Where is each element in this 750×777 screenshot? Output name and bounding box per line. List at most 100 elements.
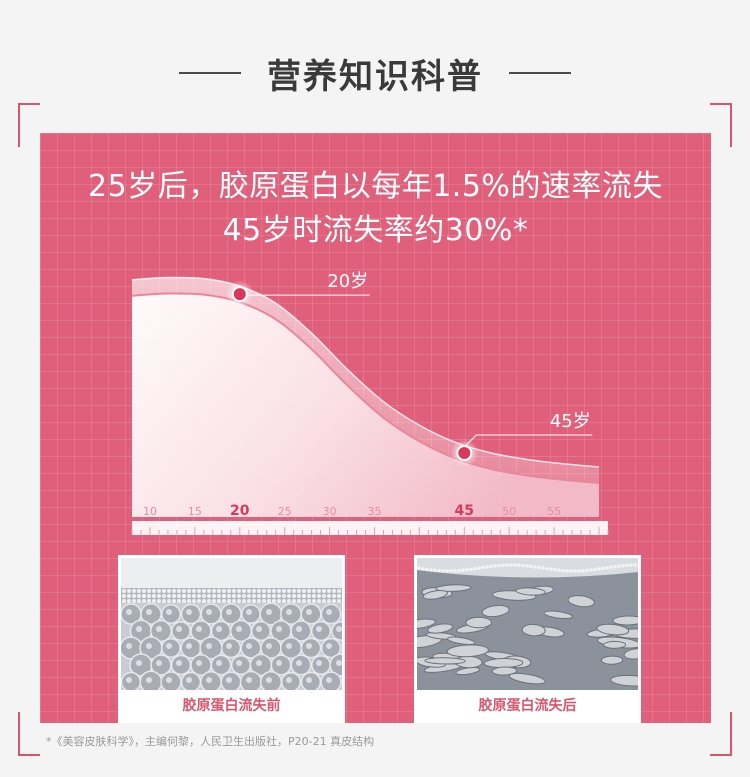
micrograph-granule xyxy=(312,589,316,593)
micrograph-surface xyxy=(121,558,342,588)
headline-line-2: 45岁时流失率约30%* xyxy=(222,213,529,248)
micrograph-granule xyxy=(337,589,341,593)
micrograph-granule xyxy=(187,589,191,593)
micrograph-granule xyxy=(469,567,473,572)
axis-tick-label: 50 xyxy=(502,505,516,518)
marker-dot xyxy=(456,445,473,462)
micrograph-granule xyxy=(322,594,326,598)
micrograph-cell-highlight xyxy=(176,626,182,632)
micrograph-granule xyxy=(573,569,577,573)
micrograph-granule xyxy=(561,568,565,573)
micrograph-granule xyxy=(222,589,226,593)
micrograph-granule xyxy=(621,563,625,568)
micrograph-granule xyxy=(232,594,236,598)
micrograph-cell-highlight xyxy=(186,609,192,615)
micrograph-granule xyxy=(202,589,206,593)
micrograph-granule xyxy=(509,563,513,567)
micrograph-granule xyxy=(187,599,191,603)
micrograph-granule xyxy=(197,599,201,603)
micrograph-granule xyxy=(212,599,216,603)
micrograph-fiber xyxy=(543,610,573,620)
micrograph-granule xyxy=(242,594,246,598)
micrograph-cell-highlight xyxy=(146,643,152,649)
micrograph-granule xyxy=(485,565,489,569)
micrograph-granule xyxy=(207,589,211,593)
micrograph-cell-highlight xyxy=(326,643,332,649)
micrograph-cell-highlight xyxy=(166,609,172,615)
micrograph-granule xyxy=(613,564,617,569)
micrograph-granule xyxy=(122,589,126,593)
micrograph-granule xyxy=(242,589,246,593)
micrograph-fiber xyxy=(435,584,472,592)
micrograph-granule xyxy=(421,567,425,571)
micrograph-granule xyxy=(137,599,141,603)
micrograph-cell-highlight xyxy=(326,677,332,683)
micrograph-granule xyxy=(605,565,609,570)
micrograph-granule xyxy=(177,599,181,603)
micrograph-fiber xyxy=(446,644,489,658)
micrograph-granule xyxy=(177,594,181,598)
micrograph-granule xyxy=(212,589,216,593)
micrograph-granule xyxy=(122,599,126,603)
micrograph-cell-highlight xyxy=(246,609,252,615)
micrograph-granule xyxy=(445,569,449,573)
micrograph-granule xyxy=(167,594,171,598)
micrograph-granule xyxy=(247,589,251,593)
micrograph-fiber xyxy=(610,674,638,687)
marker-dot xyxy=(231,286,248,303)
marker-leader xyxy=(463,434,477,448)
axis-tick-label: 10 xyxy=(143,505,157,518)
micrograph-cell-highlight xyxy=(226,609,232,615)
marker-label: 20岁 xyxy=(327,271,368,292)
micrograph-granule xyxy=(262,589,266,593)
micrograph-granule xyxy=(257,589,261,593)
micrograph-granule xyxy=(465,567,469,572)
micrograph-cell-highlight xyxy=(216,660,222,666)
source-footnote: *《美容皮肤科学》，主编何黎，人民卫生出版社，P20-21 真皮结构 xyxy=(46,735,375,748)
micrograph-cell-highlight xyxy=(276,626,282,632)
micrograph-granule xyxy=(272,589,276,593)
micrograph-cell-highlight xyxy=(226,643,232,649)
micrograph-granule xyxy=(302,594,306,598)
micrograph-granule xyxy=(157,589,161,593)
micrograph-fiber xyxy=(417,618,436,630)
micrograph-granule xyxy=(132,599,136,603)
micrograph-cell-highlight xyxy=(316,626,322,632)
micrograph-granule xyxy=(525,564,529,568)
micrograph-granule xyxy=(633,563,637,567)
micrograph-granule xyxy=(192,599,196,603)
micrograph-granule xyxy=(267,594,271,598)
axis-tick-label: 15 xyxy=(188,505,202,518)
caption-before-loss: 胶原蛋白流失前 xyxy=(121,690,342,720)
micrograph-granule xyxy=(227,594,231,598)
micrograph-granule xyxy=(132,589,136,593)
micrograph-granule xyxy=(292,599,296,603)
micrograph-cell-highlight xyxy=(246,643,252,649)
micrograph-cell-highlight xyxy=(166,643,172,649)
micrograph-granule xyxy=(545,566,549,571)
micrograph-granule xyxy=(317,599,321,603)
micrograph-granule xyxy=(297,589,301,593)
micrograph-granule xyxy=(282,599,286,603)
headline-line-1: 25岁后，胶原蛋白以每年1.5%的速率流失 xyxy=(88,169,663,204)
micrograph-granule xyxy=(167,599,171,603)
micrograph-granule xyxy=(162,594,166,598)
micrograph-granule xyxy=(277,599,281,603)
micrograph-granule xyxy=(232,589,236,593)
micrograph-granule xyxy=(529,564,533,569)
micrograph-granule xyxy=(282,594,286,598)
caption-after-loss: 胶原蛋白流失后 xyxy=(417,690,638,720)
micrograph-granule xyxy=(292,589,296,593)
micrograph-granule xyxy=(489,564,493,569)
micrograph-granule xyxy=(297,599,301,603)
micrograph-granule xyxy=(247,594,251,598)
micrograph-granule xyxy=(327,589,331,593)
micrograph-granule xyxy=(287,589,291,593)
micrograph-granule xyxy=(277,594,281,598)
micrograph-fiber xyxy=(612,615,638,626)
micrograph-granule xyxy=(222,594,226,598)
micrograph-cell-highlight xyxy=(266,609,272,615)
micrograph-granule xyxy=(332,594,336,598)
micrograph-cell-highlight xyxy=(286,677,292,683)
